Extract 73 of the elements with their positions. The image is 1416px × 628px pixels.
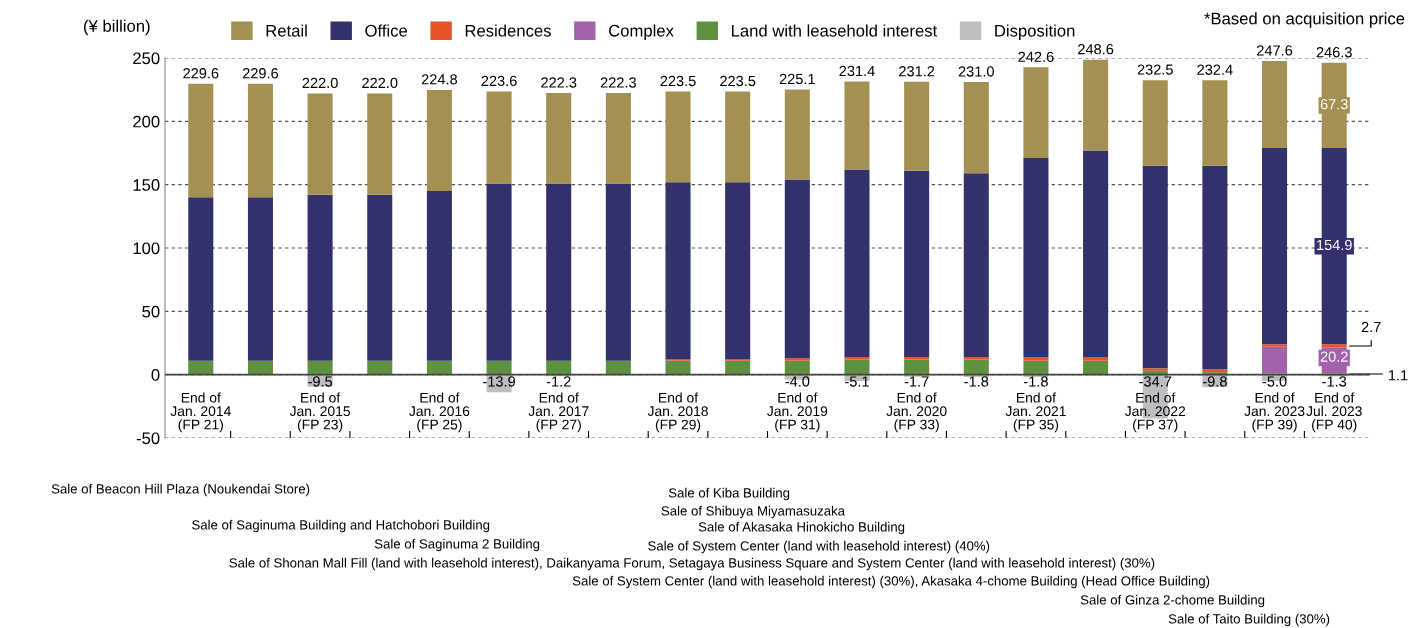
total-label: 232.5 [1137, 64, 1173, 75]
text: Sale of Taito Building (30%) [1168, 613, 1330, 627]
data-label: -9.5 [308, 376, 333, 387]
text: Sale of Ginza 2-chome Building [1080, 594, 1265, 608]
legend-label: Retail [266, 24, 307, 37]
data-label: -1.3 [1322, 376, 1347, 387]
x-tick-label: End of Jan. 2018 (FP 29) [647, 392, 708, 433]
data-label: 1.1 [1389, 370, 1408, 381]
y-tick-label: 0 [151, 369, 160, 381]
legend-label: Residences [465, 24, 551, 37]
text: Sale of Akasaka Hinokicho Building [698, 521, 905, 535]
data-label: 154.9 [1317, 239, 1352, 251]
text: Sale of System Center (land with leasehold interest) (30%), Akasaka 4-chome Building (Head Office Building) [572, 575, 1210, 589]
total-label: 232.4 [1197, 64, 1233, 75]
data-label: 2.7 [1361, 321, 1381, 333]
y-tick-label: 150 [133, 179, 160, 191]
total-label: 223.5 [660, 75, 696, 87]
text: *Based on acquisition price [1204, 12, 1405, 28]
total-label: 222.0 [362, 77, 398, 89]
data-label: -13.9 [483, 376, 515, 387]
x-tick-label: End of Jan. 2019 (FP 31) [767, 392, 828, 433]
data-label: -4.0 [785, 376, 810, 387]
text: Sale of Shibuya Miyamasuzaka [661, 505, 846, 519]
legend-label: Complex [609, 24, 674, 40]
x-tick-label: End of Jan. 2014 (FP 21) [170, 392, 231, 433]
text: Sale of System Center (land with leasehold interest) (40%) [648, 540, 990, 554]
data-label: -34.7 [1139, 376, 1172, 387]
total-label: 223.6 [481, 75, 517, 87]
x-tick-label: End of Jan. 2015 (FP 23) [289, 392, 351, 433]
text: Sale of Kiba Building [668, 487, 790, 501]
data-label: -1.8 [964, 376, 989, 387]
y-tick-label: 50 [142, 305, 160, 318]
text: Sale of Beacon Hill Plaza (Noukendai Store) [51, 483, 310, 497]
total-label: 242.6 [1018, 51, 1054, 62]
data-label: -5.0 [1262, 376, 1287, 387]
total-label: 229.6 [183, 68, 219, 79]
y-tick-label: 100 [133, 242, 160, 255]
y-tick-label: 200 [133, 115, 160, 128]
x-tick-label: End of Jan. 2021 (FP 35) [1005, 392, 1066, 433]
total-label: 223.5 [720, 75, 756, 87]
data-label: -5.1 [845, 376, 869, 387]
total-label: 231.0 [958, 66, 994, 77]
x-tick-label: End of Jul. 2023 (FP 40) [1306, 392, 1362, 433]
y-tick-label: -50 [136, 432, 160, 445]
x-tick-label: End of Jan. 2023 (FP 39) [1244, 392, 1305, 433]
total-label: 229.6 [242, 68, 279, 79]
data-label: -1.8 [1024, 376, 1048, 387]
total-label: 231.4 [839, 65, 875, 77]
total-label: 222.3 [541, 77, 577, 88]
total-label: 247.6 [1257, 45, 1293, 56]
data-label: -1.7 [904, 376, 929, 387]
x-tick-label: End of Jan. 2016 (FP 25) [409, 392, 470, 433]
data-label: -9.8 [1202, 376, 1227, 387]
x-tick-label: End of Jan. 2020 (FP 33) [886, 392, 947, 433]
text: Sale of Saginuma Building and Hatchobori Building [192, 519, 490, 533]
data-label: 67.3 [1320, 99, 1348, 110]
data-label: -1.2 [546, 376, 571, 387]
x-tick-label: End of Jan. 2022 (FP 37) [1124, 392, 1186, 433]
total-label: 231.2 [899, 66, 935, 77]
total-label: 246.3 [1316, 47, 1352, 58]
total-label: 248.6 [1078, 44, 1114, 55]
total-label: 225.1 [779, 73, 815, 85]
legend-label: Land with leasehold interest [731, 24, 938, 37]
y-tick-label: 250 [133, 52, 160, 65]
legend-label: Office [365, 24, 408, 37]
x-tick-label: End of Jan. 2017 (FP 27) [528, 392, 589, 433]
y-axis-title: (¥ billion) [84, 19, 150, 36]
text: Sale of Shonan Mall Fill (land with leasehold interest), Daikanyama Forum, Setagaya Business Square and System Center (land with leasehold interest) (30%) [229, 557, 1155, 571]
legend-label: Disposition [995, 24, 1075, 40]
total-label: 222.0 [302, 77, 338, 89]
total-label: 222.3 [600, 77, 636, 88]
total-label: 224.8 [421, 74, 458, 85]
text: Sale of Saginuma 2 Building [374, 538, 540, 552]
